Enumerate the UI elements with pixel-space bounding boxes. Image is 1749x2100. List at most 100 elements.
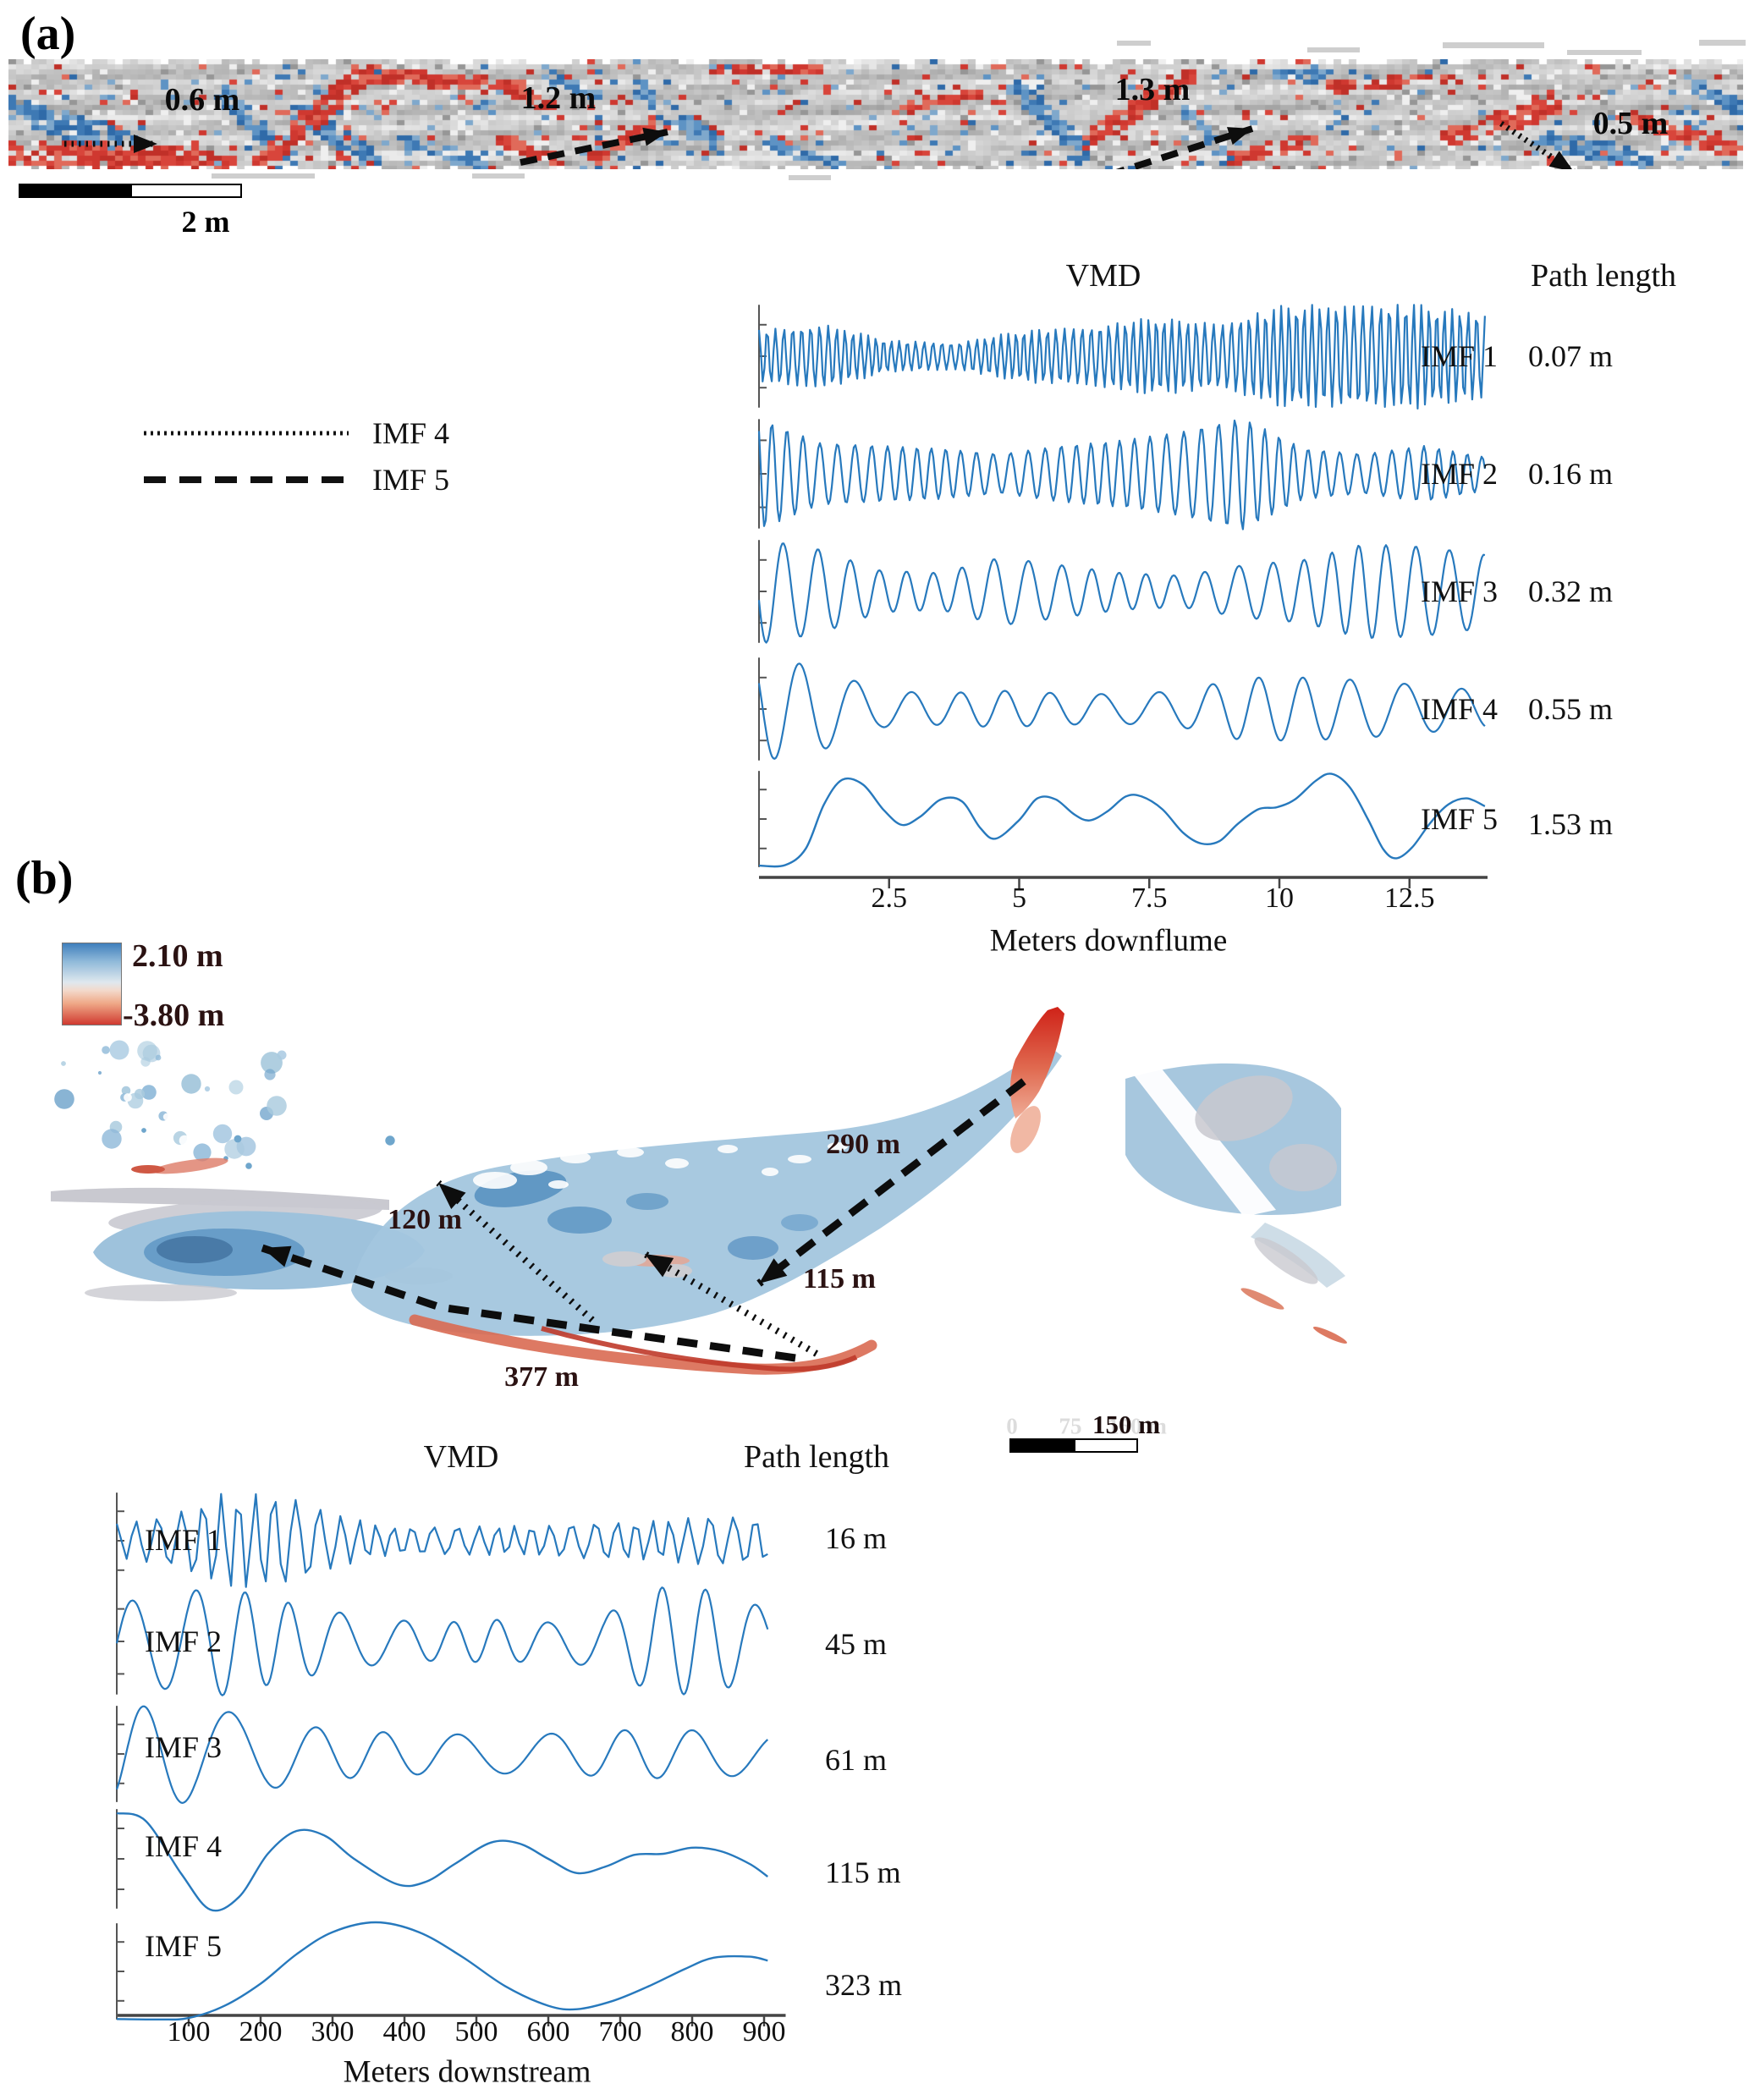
path-length-value: 0.07 m — [1528, 339, 1614, 373]
legend-label-imf5: IMF 5 — [372, 463, 450, 497]
deep-patch — [728, 1236, 778, 1260]
vmd-title-b: VMD — [423, 1439, 499, 1475]
legend-row-imf4: IMF 4 — [142, 416, 449, 450]
main-channel — [351, 1045, 1062, 1336]
imf-row-label: IMF 5 — [1420, 802, 1498, 836]
path-length-value: 323 m — [825, 1968, 903, 2002]
red-wisp — [131, 1165, 165, 1174]
scalebar-a-white — [130, 184, 242, 198]
x-tick-label: 500 — [454, 2016, 498, 2048]
elevation-colorbar — [62, 943, 122, 1025]
vmd-plot-b — [115, 1493, 786, 2026]
arrow-distance-label: 120 m — [388, 1204, 462, 1235]
x-tick-label: 12.5 — [1384, 882, 1435, 914]
debris-dash — [1567, 50, 1642, 55]
arrow-distance-label: 115 m — [803, 1263, 876, 1295]
scalebar-b-faint-0: 0 — [1006, 1413, 1018, 1439]
arrow-distance-label: 377 m — [504, 1361, 579, 1393]
path-length-value: 45 m — [825, 1627, 888, 1661]
speckled-shallows — [54, 1040, 395, 1169]
scalebar-b-faint-150: 150 m — [1108, 1413, 1167, 1439]
arrow-distance-label: 0.6 m — [165, 82, 240, 118]
x-tick-label: 300 — [311, 2016, 355, 2048]
path-length-value: 1.53 m — [1528, 807, 1614, 841]
arrowhead-icon — [262, 1245, 292, 1267]
vmd-plot-a — [757, 304, 1488, 888]
x-tick-label: 400 — [382, 2016, 426, 2048]
white-slash — [1132, 1068, 1276, 1217]
river-dem-map: 290 m 120 m 115 m 377 m — [51, 1007, 1348, 1393]
x-tick-label: 2.5 — [871, 882, 908, 914]
deep-patch — [781, 1214, 818, 1231]
debris-dash — [789, 175, 831, 180]
dashed-arrow-line — [1115, 125, 1254, 169]
x-axis-label-b: Meters downstream — [343, 2054, 591, 2090]
gray-band — [1254, 1237, 1318, 1284]
arrowhead-icon — [134, 135, 157, 153]
arrowhead-icon — [1548, 151, 1574, 169]
gray-islet — [602, 1251, 646, 1267]
imf-row-label: IMF 3 — [1420, 574, 1498, 608]
vmd-title-a: VMD — [1065, 258, 1141, 294]
arrow-distance-label: 1.3 m — [1115, 72, 1191, 107]
arrow-distance-label: 1.2 m — [521, 80, 597, 116]
colorbar-min-label: -3.80 m — [123, 998, 225, 1033]
path-length-header-a: Path length — [1530, 258, 1677, 294]
imf-row-label: IMF 2 — [144, 1624, 222, 1658]
left-pool-deepest — [157, 1236, 233, 1263]
path-length-value: 0.16 m — [1528, 457, 1614, 491]
imf-row-label: IMF 3 — [144, 1730, 222, 1764]
imf-trace — [757, 542, 1486, 644]
imf-row-label: IMF 4 — [144, 1829, 222, 1863]
gray-bar — [85, 1284, 237, 1301]
legend-row-imf5: IMF 5 — [142, 463, 449, 497]
debris-dash — [1307, 47, 1360, 52]
imf-trace — [757, 662, 1486, 760]
x-axis-label-a: Meters downflume — [989, 923, 1228, 959]
arrowhead-icon — [645, 1254, 674, 1278]
x-tick-label: 5 — [1012, 882, 1026, 914]
x-tick-label: 100 — [167, 2016, 211, 2048]
imf-trace — [757, 304, 1486, 410]
scalebar-b-black — [1009, 1438, 1074, 1453]
imf-row-label: IMF 5 — [144, 1929, 222, 1963]
x-tick-label: 200 — [239, 2016, 283, 2048]
panel-a-letter: (a) — [20, 8, 76, 60]
arrowhead-icon — [642, 127, 668, 146]
imf-trace — [757, 419, 1486, 530]
imf-trace — [116, 1921, 768, 2021]
dashed-arrow-line — [520, 129, 668, 166]
x-tick-label: 900 — [742, 2016, 786, 2048]
imf-row-label: IMF 1 — [144, 1523, 222, 1557]
path-length-value: 16 m — [825, 1521, 888, 1555]
dashed-arrow-line — [756, 1078, 1026, 1287]
red-bank-streak — [409, 1314, 877, 1375]
red-wisp — [1312, 1327, 1348, 1344]
arrowhead-icon — [438, 1183, 466, 1209]
deep-patch — [626, 1193, 668, 1210]
imf-trace — [116, 1811, 769, 1912]
debris-dash — [212, 173, 315, 179]
gray-patch — [1269, 1144, 1337, 1191]
arrowhead-icon — [759, 1258, 788, 1284]
arrow-distance-label: 290 m — [826, 1129, 900, 1160]
dotted-line-icon — [144, 431, 349, 436]
scalebar-a-label: 2 m — [181, 205, 230, 239]
x-tick-label: 10 — [1265, 882, 1294, 914]
imf-trace — [758, 772, 1486, 868]
imf-row-label: IMF 2 — [1420, 457, 1498, 491]
legend-label-imf4: IMF 4 — [372, 416, 450, 450]
x-tick-label: 7.5 — [1131, 882, 1168, 914]
dashed-line-icon — [144, 476, 349, 483]
deep-patch — [547, 1207, 612, 1234]
right-band — [1251, 1223, 1345, 1288]
scour-red-tip — [1010, 1007, 1064, 1119]
red-wisp — [1240, 1288, 1284, 1310]
flume-dem-mosaic — [8, 59, 1743, 169]
scalebar-a-black — [19, 184, 130, 198]
path-arrows: 290 m 120 m 115 m 377 m — [261, 1078, 1026, 1393]
path-length-value: 61 m — [825, 1743, 888, 1777]
imf-row-label: IMF 4 — [1420, 692, 1498, 726]
flume-arrow-overlay: 0.6 m 1.2 m 1.3 m 0.5 m — [64, 72, 1668, 169]
